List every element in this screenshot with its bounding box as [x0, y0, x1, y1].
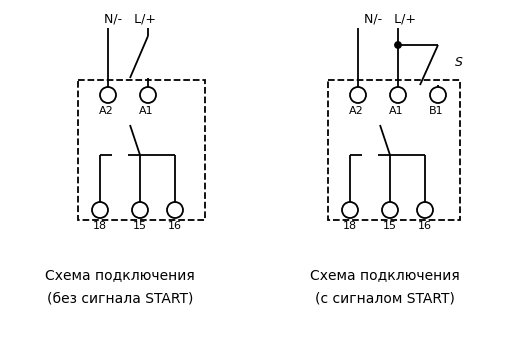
- Circle shape: [100, 87, 116, 103]
- Bar: [78, 80, 205, 220]
- Text: 15: 15: [383, 221, 397, 231]
- Text: B1: B1: [429, 106, 443, 116]
- Circle shape: [382, 202, 398, 218]
- Bar: [328, 80, 460, 220]
- Circle shape: [390, 87, 406, 103]
- Text: 18: 18: [93, 221, 107, 231]
- Circle shape: [132, 202, 148, 218]
- Circle shape: [167, 202, 183, 218]
- Text: N/-   L/+: N/- L/+: [104, 12, 156, 25]
- Text: (с сигналом START): (с сигналом START): [315, 292, 455, 306]
- Text: 16: 16: [418, 221, 432, 231]
- Text: S: S: [455, 55, 463, 68]
- Text: A1: A1: [139, 106, 153, 116]
- Text: Схема подключения: Схема подключения: [45, 268, 195, 282]
- Text: 18: 18: [343, 221, 357, 231]
- Text: A1: A1: [389, 106, 403, 116]
- Text: (без сигнала START): (без сигнала START): [47, 292, 193, 306]
- Text: 16: 16: [168, 221, 182, 231]
- Circle shape: [350, 87, 366, 103]
- Text: A2: A2: [99, 106, 113, 116]
- Circle shape: [395, 42, 401, 48]
- Circle shape: [342, 202, 358, 218]
- Circle shape: [140, 87, 156, 103]
- Text: A2: A2: [349, 106, 363, 116]
- Circle shape: [430, 87, 446, 103]
- Text: N/-   L/+: N/- L/+: [364, 12, 416, 25]
- Text: 15: 15: [133, 221, 147, 231]
- Circle shape: [92, 202, 108, 218]
- Text: Схема подключения: Схема подключения: [310, 268, 460, 282]
- Circle shape: [417, 202, 433, 218]
